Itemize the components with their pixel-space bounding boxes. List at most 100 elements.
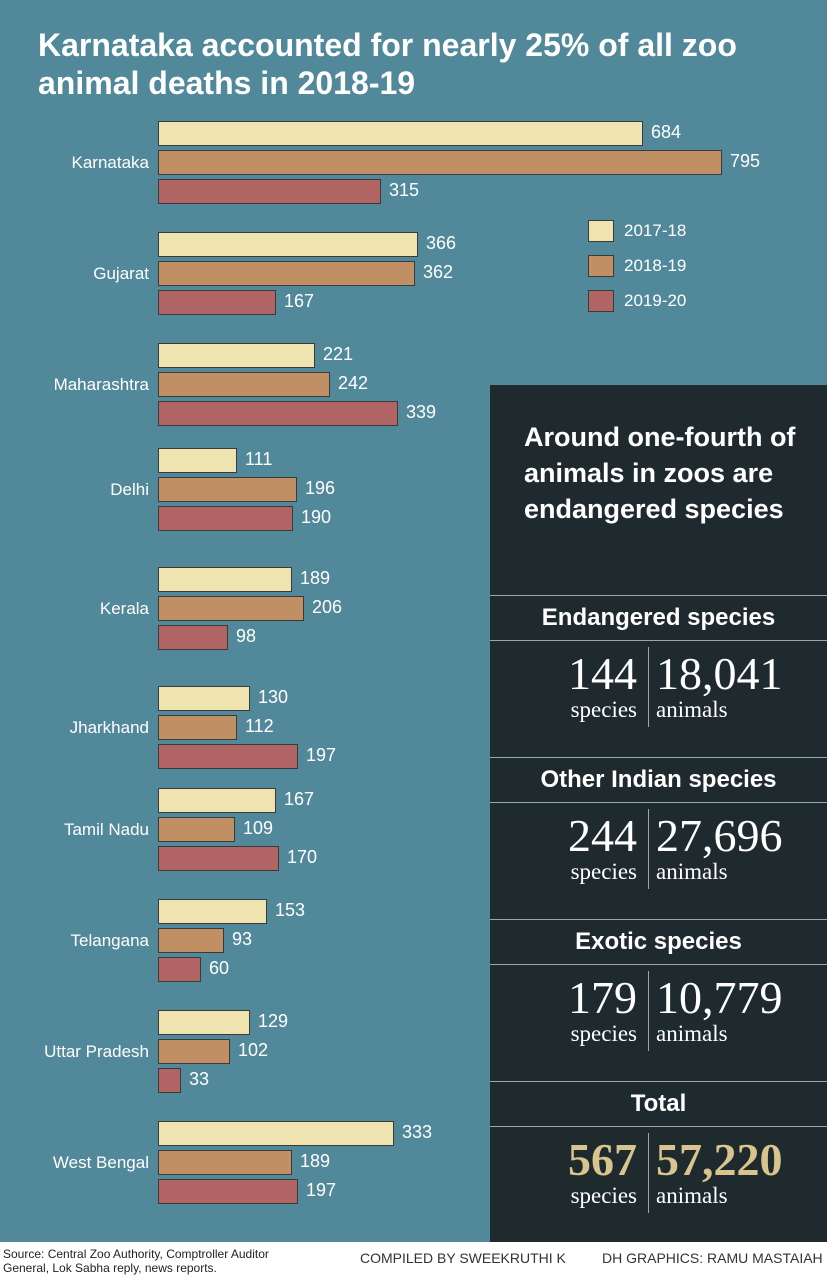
species-count: 144 [568, 648, 637, 699]
bar-2018-19 [158, 261, 415, 286]
bar-2019-20 [158, 625, 228, 650]
animal-count: 27,696 [656, 810, 783, 861]
data-label: 315 [389, 180, 420, 200]
animals-label: animals [656, 1021, 728, 1046]
bar-2019-20 [158, 1179, 298, 1204]
bar-2019-20 [158, 401, 398, 426]
data-label: 153 [275, 900, 306, 920]
data-label: 109 [243, 818, 274, 838]
stat-section: Exotic species 179 species 10,779 animal… [490, 919, 827, 1075]
compiled-by: COMPILED BY SWEEKRUTHI K [360, 1250, 566, 1266]
bar-2019-20 [158, 1068, 181, 1093]
species-count: 244 [568, 810, 637, 861]
category-label: Uttar Pradesh [44, 1042, 149, 1061]
category-label: Tamil Nadu [63, 820, 149, 839]
animals-label: animals [656, 1183, 728, 1208]
species-label: species [570, 859, 637, 884]
bar-2017-18 [158, 899, 267, 924]
legend-swatch [588, 290, 614, 312]
species-label: species [570, 1183, 637, 1208]
divider [648, 1133, 649, 1213]
data-label: 197 [306, 1180, 337, 1200]
bar-2018-19 [158, 477, 297, 502]
animal-count: 18,041 [656, 648, 783, 699]
bar-2019-20 [158, 290, 276, 315]
section-stats: 567 species 57,220 animals [490, 1127, 827, 1237]
bar-2019-20 [158, 506, 293, 531]
animal-count: 10,779 [656, 972, 783, 1023]
bar-2019-20 [158, 179, 381, 204]
data-label: 93 [232, 929, 253, 949]
legend-label: 2017-18 [624, 221, 687, 240]
animals-label: animals [656, 859, 728, 884]
legend-item: 2017-18 [588, 220, 686, 242]
stat-section: Endangered species 144 species 18,041 an… [490, 595, 827, 751]
divider [648, 647, 649, 727]
data-label: 170 [287, 847, 318, 867]
data-label: 206 [312, 597, 343, 617]
category-label: Delhi [110, 480, 149, 499]
bar-2018-19 [158, 928, 224, 953]
bar-2017-18 [158, 567, 292, 592]
data-label: 98 [236, 626, 257, 646]
source-note: Source: Central Zoo Authority, Comptroll… [3, 1247, 269, 1275]
category-label: Karnataka [71, 153, 150, 172]
section-stats: 179 species 10,779 animals [490, 965, 827, 1075]
legend-swatch [588, 220, 614, 242]
section-title: Exotic species [490, 919, 827, 965]
bar-2017-18 [158, 686, 250, 711]
bar-2019-20 [158, 957, 201, 982]
section-stats: 244 species 27,696 animals [490, 803, 827, 913]
data-label: 333 [402, 1122, 433, 1142]
species-count: 179 [568, 972, 637, 1023]
bar-2018-19 [158, 596, 304, 621]
data-label: 189 [300, 568, 331, 588]
data-label: 197 [306, 745, 337, 765]
category-label: Maharashtra [53, 375, 149, 394]
animal-count: 57,220 [656, 1134, 783, 1185]
section-title: Other Indian species [490, 757, 827, 803]
category-label: West Bengal [52, 1153, 149, 1172]
data-label: 102 [238, 1040, 269, 1060]
data-label: 167 [284, 291, 315, 311]
legend-item: 2019-20 [588, 290, 686, 312]
data-label: 60 [209, 958, 230, 978]
divider [648, 809, 649, 889]
data-label: 189 [300, 1151, 331, 1171]
data-label: 366 [426, 233, 457, 253]
category-label: Telangana [70, 931, 149, 950]
data-label: 33 [189, 1069, 210, 1089]
stat-section: Total 567 species 57,220 animals [490, 1081, 827, 1237]
data-label: 130 [258, 687, 289, 707]
data-label: 242 [338, 373, 369, 393]
chart-title: Karnataka accounted for nearly 25% of al… [38, 27, 737, 101]
data-label: 190 [301, 507, 332, 527]
bar-2019-20 [158, 744, 298, 769]
bar-2017-18 [158, 232, 418, 257]
bar-2018-19 [158, 1150, 292, 1175]
species-label: species [570, 1021, 637, 1046]
data-label: 129 [258, 1011, 289, 1031]
data-label: 339 [406, 402, 437, 422]
endangered-panel: Around one-fourth of animals in zoos are… [490, 385, 827, 1242]
section-stats: 144 species 18,041 animals [490, 641, 827, 751]
bar-2018-19 [158, 150, 722, 175]
panel-heading: Around one-fourth of animals in zoos are… [524, 422, 796, 524]
bar-2017-18 [158, 343, 315, 368]
data-label: 221 [323, 344, 354, 364]
data-label: 112 [245, 716, 274, 736]
data-label: 167 [284, 789, 315, 809]
bar-2018-19 [158, 372, 330, 397]
bar-2019-20 [158, 846, 279, 871]
data-label: 795 [730, 151, 761, 171]
bar-2018-19 [158, 715, 237, 740]
legend-swatch [588, 255, 614, 277]
category-label: Gujarat [93, 264, 149, 283]
bar-2018-19 [158, 817, 235, 842]
bar-2018-19 [158, 1039, 230, 1064]
category-label: Kerala [99, 599, 149, 618]
bar-2017-18 [158, 1121, 394, 1146]
legend-item: 2018-19 [588, 255, 686, 277]
bar-2017-18 [158, 1010, 250, 1035]
stat-section: Other Indian species 244 species 27,696 … [490, 757, 827, 913]
